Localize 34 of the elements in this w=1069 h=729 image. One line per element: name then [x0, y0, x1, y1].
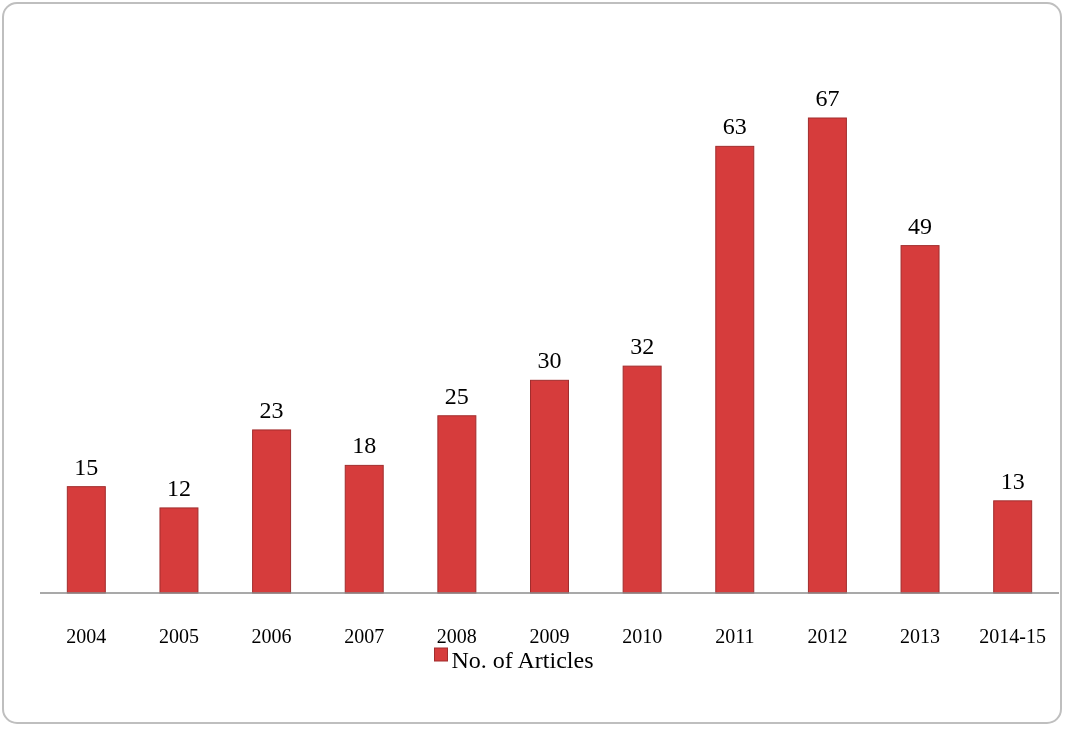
data-label: 12 [166, 474, 191, 501]
x-tick-label: 2006 [251, 625, 292, 647]
data-label: 18 [352, 432, 377, 459]
x-tick-label: 2010 [622, 625, 663, 647]
x-tick-label: 2008 [436, 625, 477, 647]
bar [993, 500, 1033, 594]
bar [530, 379, 569, 594]
data-label: 49 [908, 212, 933, 239]
data-label: 25 [444, 382, 469, 409]
bar [715, 145, 755, 594]
data-label: 63 [722, 113, 747, 140]
x-tick-label: 2004 [66, 625, 107, 647]
data-label: 30 [537, 347, 562, 374]
x-tick-label: 2009 [529, 625, 570, 647]
bar [252, 429, 292, 594]
legend-label: No. of Articles [451, 646, 594, 673]
bar [622, 365, 662, 594]
x-tick-label: 2005 [158, 625, 199, 647]
bar [66, 486, 106, 594]
x-tick-label: 2013 [900, 625, 941, 647]
x-tick-label: 2012 [807, 625, 848, 647]
bar [437, 415, 477, 594]
bar [159, 507, 199, 594]
data-label: 67 [815, 85, 840, 111]
x-tick-label: 2011 [715, 625, 755, 647]
data-label: 32 [630, 333, 655, 360]
bar [344, 464, 384, 594]
bar [900, 245, 940, 594]
x-tick-label: 2014-15 [979, 625, 1047, 647]
data-label: 15 [74, 453, 99, 480]
bar [807, 117, 847, 594]
x-tick-label: 2007 [344, 625, 385, 647]
data-label: 23 [259, 396, 284, 423]
data-label: 13 [1000, 467, 1025, 494]
